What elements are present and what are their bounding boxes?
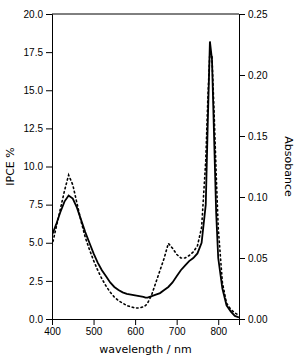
series-line: [52, 41, 239, 317]
tick-label: 0.05: [248, 253, 268, 264]
tick-label: 7.5: [29, 199, 43, 210]
tick: 5.0: [29, 237, 52, 248]
tick: 400: [44, 319, 61, 337]
tick-mark: [46, 205, 52, 206]
tick: 12.5: [24, 123, 52, 134]
tick: 700: [169, 319, 186, 337]
plot: 400 500 600 700 800 0.0 2.5 5.0 7.5 10.0 12.5 15.0 1…: [4, 9, 295, 356]
series-line: [52, 51, 239, 316]
tick-mark: [46, 128, 52, 129]
tick-label: 17.5: [24, 47, 44, 58]
y2-axis-title: Absobance: [282, 136, 295, 197]
tick: 15.0: [24, 85, 52, 96]
tick-mark: [239, 75, 245, 76]
tick: 0.10: [239, 192, 268, 203]
tick-mark: [239, 319, 245, 320]
tick-mark: [239, 197, 245, 198]
tick-label: 10.0: [24, 161, 44, 172]
tick-mark: [239, 136, 245, 137]
y-axis: 0.0 2.5 5.0 7.5 10.0 12.5 15.0 17.5 20.0: [24, 9, 53, 325]
tick-label: 15.0: [24, 85, 44, 96]
tick-mark: [239, 258, 245, 259]
tick-label: 0.20: [248, 70, 268, 81]
tick-label: 2.5: [29, 276, 43, 287]
tick-mark: [46, 52, 52, 53]
tick-label: 0.15: [248, 131, 268, 142]
tick-label: 600: [127, 326, 144, 337]
tick: 7.5: [29, 199, 52, 210]
x-axis-title: wavelength / nm: [99, 343, 191, 356]
tick-mark: [46, 14, 52, 15]
chart: 400 500 600 700 800 0.0 2.5 5.0 7.5 10.0 12.5 15.0 1…: [0, 0, 295, 363]
tick-mark: [46, 319, 52, 320]
tick: 0.0: [29, 314, 52, 325]
tick-mark: [46, 167, 52, 168]
tick: 0.25: [239, 9, 268, 20]
tick-label: 400: [44, 326, 61, 337]
tick-mark: [46, 281, 52, 282]
tick-mark: [218, 319, 219, 325]
y2-axis: 0.00 0.05 0.10 0.15 0.20 0.25: [239, 9, 268, 325]
axis-domain: [240, 15, 246, 320]
tick-label: 0.25: [248, 9, 268, 20]
tick: 500: [86, 319, 103, 337]
axis-domain: [53, 320, 240, 326]
tick: 0.00: [239, 314, 268, 325]
tick: 600: [127, 319, 144, 337]
tick-label: 20.0: [24, 9, 44, 20]
tick: 17.5: [24, 47, 52, 58]
tick-mark: [46, 90, 52, 91]
tick: 0.20: [239, 70, 268, 81]
tick-label: 0.10: [248, 192, 268, 203]
tick-label: 12.5: [24, 123, 44, 134]
tick: 0.05: [239, 253, 268, 264]
y-axis-title: IPCE %: [4, 147, 17, 185]
tick-label: 500: [86, 326, 103, 337]
tick-mark: [177, 319, 178, 325]
tick-label: 0.00: [248, 314, 268, 325]
x-axis: 400 500 600 700 800: [44, 319, 239, 337]
tick-mark: [94, 319, 95, 325]
tick-label: 800: [210, 326, 227, 337]
tick-label: 0.0: [29, 314, 43, 325]
frame: [52, 14, 239, 15]
marks: [52, 41, 239, 317]
tick-mark: [239, 14, 245, 15]
tick: 800: [210, 319, 227, 337]
tick-mark: [46, 243, 52, 244]
axis-domain: [46, 15, 53, 320]
tick: 0.15: [239, 131, 268, 142]
tick: 2.5: [29, 276, 52, 287]
tick-mark: [135, 319, 136, 325]
tick-label: 700: [169, 326, 186, 337]
tick: 20.0: [24, 9, 52, 20]
tick-label: 5.0: [29, 237, 43, 248]
tick: 10.0: [24, 161, 52, 172]
